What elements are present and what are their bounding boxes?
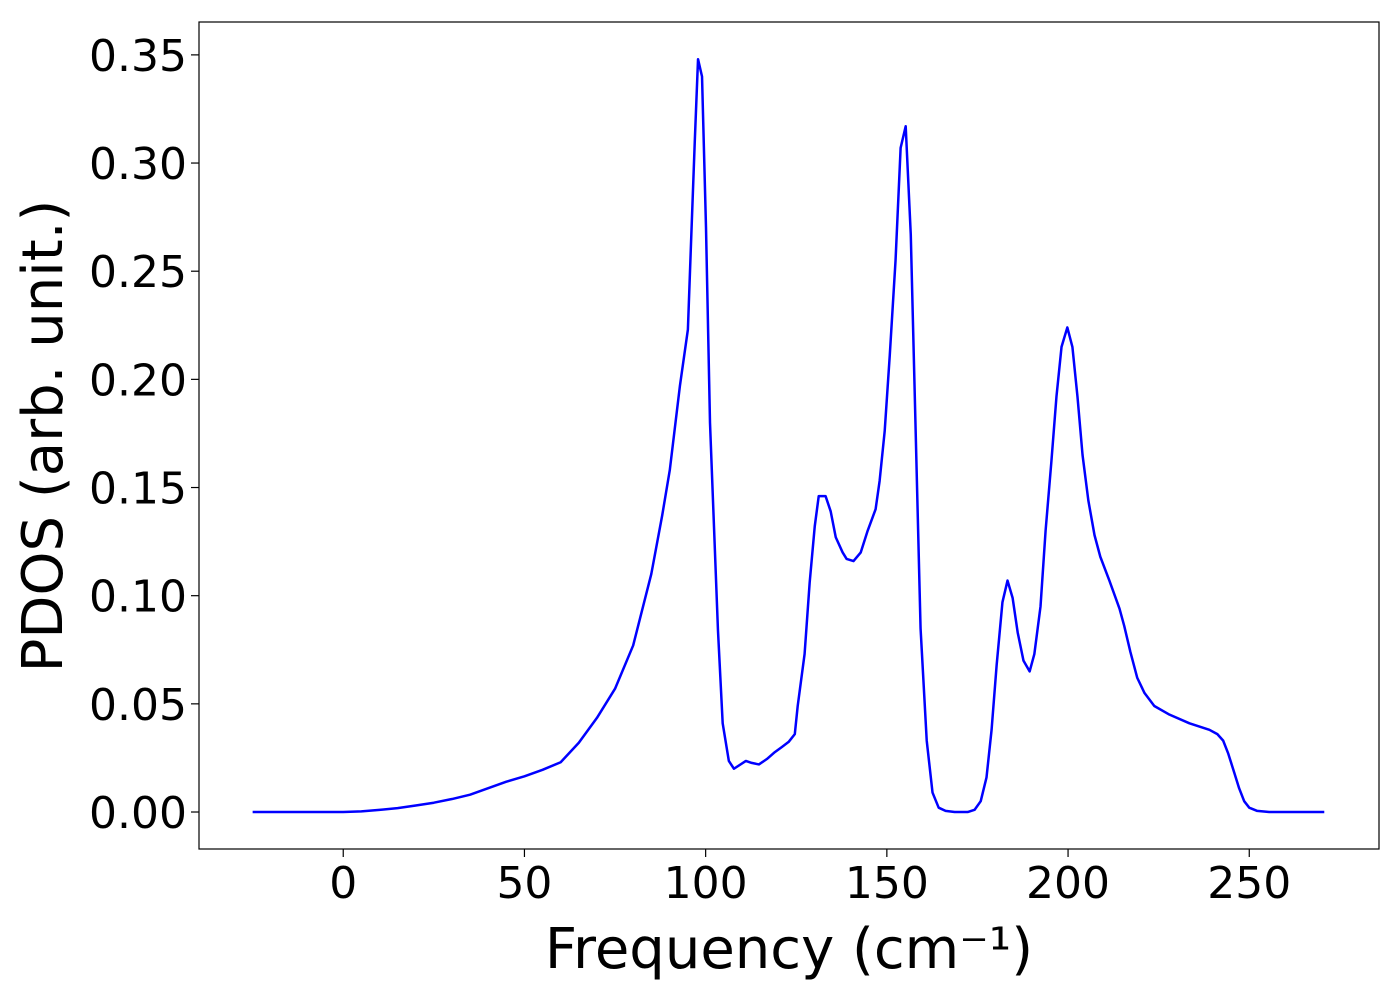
y-tick-label: 0.10 — [89, 572, 187, 623]
x-axis-label: Frequency (cm⁻¹) — [545, 917, 1033, 982]
y-tick-label: 0.35 — [89, 31, 187, 82]
x-tick-label: 50 — [496, 858, 552, 909]
y-tick-label: 0.05 — [89, 680, 187, 731]
line-series — [252, 57, 1325, 814]
x-tick-label: 250 — [1207, 858, 1291, 909]
x-tick-label: 200 — [1026, 858, 1110, 909]
y-tick-label: 0.15 — [89, 464, 187, 515]
plot-frame — [198, 21, 1380, 850]
y-tick-label: 0.30 — [89, 139, 187, 190]
y-tick-label: 0.20 — [89, 355, 187, 406]
y-tick-label: 0.25 — [89, 247, 187, 298]
x-tick-label: 100 — [664, 858, 748, 909]
x-tick-label: 150 — [845, 858, 929, 909]
y-axis-label: PDOS (arb. unit.) — [11, 200, 76, 673]
x-tick-label: 0 — [329, 858, 357, 909]
y-tick-label: 0.00 — [89, 788, 187, 839]
